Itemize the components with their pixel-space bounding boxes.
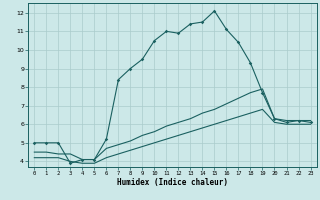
X-axis label: Humidex (Indice chaleur): Humidex (Indice chaleur) [117,178,228,187]
